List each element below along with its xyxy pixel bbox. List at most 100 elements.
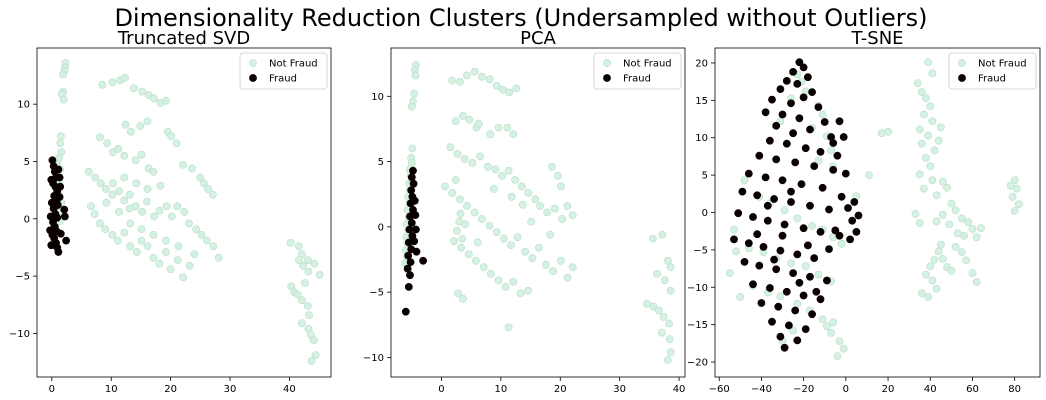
not-fraud-point	[115, 207, 123, 216]
fraud-point	[804, 241, 812, 250]
fraud-point	[774, 302, 783, 311]
not-fraud-point	[209, 242, 218, 251]
not-fraud-point	[665, 319, 673, 328]
not-fraud-point	[936, 123, 945, 132]
not-fraud-point	[56, 132, 65, 141]
fraud-point	[782, 139, 791, 148]
y-tick-label: −5	[693, 245, 708, 256]
fraud-point	[409, 166, 417, 175]
not-fraud-point	[917, 139, 926, 148]
fraud-point	[835, 117, 844, 126]
not-fraud-point	[453, 149, 462, 158]
fraud-point	[787, 198, 795, 206]
not-fraud-point	[528, 254, 537, 263]
fraud-point	[833, 151, 842, 160]
not-fraud-point	[657, 328, 666, 337]
not-fraud-point	[174, 242, 183, 251]
fraud-point	[814, 103, 823, 111]
not-fraud-point	[939, 210, 947, 219]
not-fraud-point	[137, 150, 146, 159]
subplots: Truncated SVD 0 10 20 30 40 −10 −5 0 5 10 Not Fraud…	[9, 28, 1041, 395]
not-fraud-point	[924, 58, 932, 67]
not-fraud-point	[543, 208, 552, 217]
not-fraud-point	[410, 89, 419, 98]
y-tick-label: 20	[695, 58, 708, 69]
fraud-point	[766, 136, 774, 145]
not-fraud-point	[470, 208, 479, 217]
not-fraud-point	[932, 191, 941, 200]
not-fraud-point	[911, 210, 920, 218]
not-fraud-point	[829, 233, 838, 242]
fraud-point	[799, 93, 808, 102]
not-fraud-point	[666, 286, 675, 295]
truncated-svd-series-not-fraud	[49, 59, 324, 365]
not-fraud-point	[166, 265, 175, 274]
not-fraud-point	[926, 262, 935, 271]
pca-series-fraud	[401, 166, 427, 316]
not-fraud-point	[143, 242, 152, 251]
not-fraud-point	[179, 160, 187, 169]
truncated-svd-chart: Truncated SVD 0 10 20 30 40 −10 −5 0 5 10 Not Fraud…	[9, 28, 332, 395]
pca-axes-frame	[390, 47, 686, 378]
not-fraud-point	[479, 263, 488, 272]
y-tick-label: 0	[702, 208, 708, 219]
not-fraud-point	[557, 256, 565, 265]
not-fraud-point	[142, 197, 151, 206]
not-fraud-point	[167, 132, 176, 141]
legend-marker-not-fraud	[249, 59, 257, 67]
not-fraud-point	[491, 165, 500, 174]
fraud-point	[776, 332, 785, 341]
fraud-point	[787, 187, 795, 196]
not-fraud-point	[787, 259, 795, 268]
not-fraud-point	[55, 154, 63, 162]
not-fraud-point	[98, 80, 107, 89]
legend-label-not-fraud: Not Fraud	[623, 59, 672, 70]
x-tick-label: 0	[438, 384, 444, 395]
not-fraud-point	[143, 185, 152, 193]
not-fraud-point	[498, 85, 507, 94]
fraud-point	[54, 165, 63, 174]
not-fraud-point	[102, 185, 110, 193]
legend-marker-fraud	[249, 74, 257, 82]
fraud-point	[411, 225, 420, 234]
fraud-point	[407, 186, 416, 195]
pca-series-not-fraud	[401, 61, 675, 364]
fraud-point	[835, 231, 844, 240]
not-fraud-point	[934, 136, 943, 145]
not-fraud-point	[814, 270, 823, 279]
not-fraud-point	[568, 263, 577, 272]
not-fraud-point	[732, 247, 740, 256]
not-fraud-point	[917, 88, 926, 96]
fraud-point	[841, 169, 850, 178]
fraud-point	[782, 77, 791, 85]
not-fraud-point	[297, 296, 306, 305]
not-fraud-point	[877, 129, 886, 138]
not-fraud-point	[649, 234, 657, 243]
not-fraud-point	[458, 234, 467, 243]
not-fraud-point	[922, 270, 930, 279]
not-fraud-point	[161, 248, 170, 256]
not-fraud-point	[441, 182, 449, 191]
fraud-point	[831, 226, 840, 235]
not-fraud-point	[839, 344, 848, 353]
y-tick-label: 0	[24, 214, 30, 225]
y-tick-label: −10	[363, 353, 384, 364]
not-fraud-point	[517, 182, 526, 191]
fraud-point	[812, 287, 821, 296]
fraud-point	[810, 254, 819, 262]
fraud-point	[409, 179, 418, 188]
not-fraud-point	[129, 84, 138, 92]
not-fraud-point	[450, 237, 458, 246]
not-fraud-point	[294, 256, 303, 264]
fraud-point	[797, 180, 806, 188]
not-fraud-point	[173, 256, 182, 264]
fraud-point	[801, 144, 810, 153]
not-fraud-point	[196, 173, 205, 182]
not-fraud-point	[549, 267, 557, 276]
not-fraud-point	[968, 269, 977, 277]
not-fraud-point	[554, 171, 562, 180]
fraud-point	[776, 85, 785, 93]
fraud-point	[846, 235, 854, 244]
not-fraud-point	[505, 88, 514, 97]
not-fraud-point	[137, 225, 146, 233]
